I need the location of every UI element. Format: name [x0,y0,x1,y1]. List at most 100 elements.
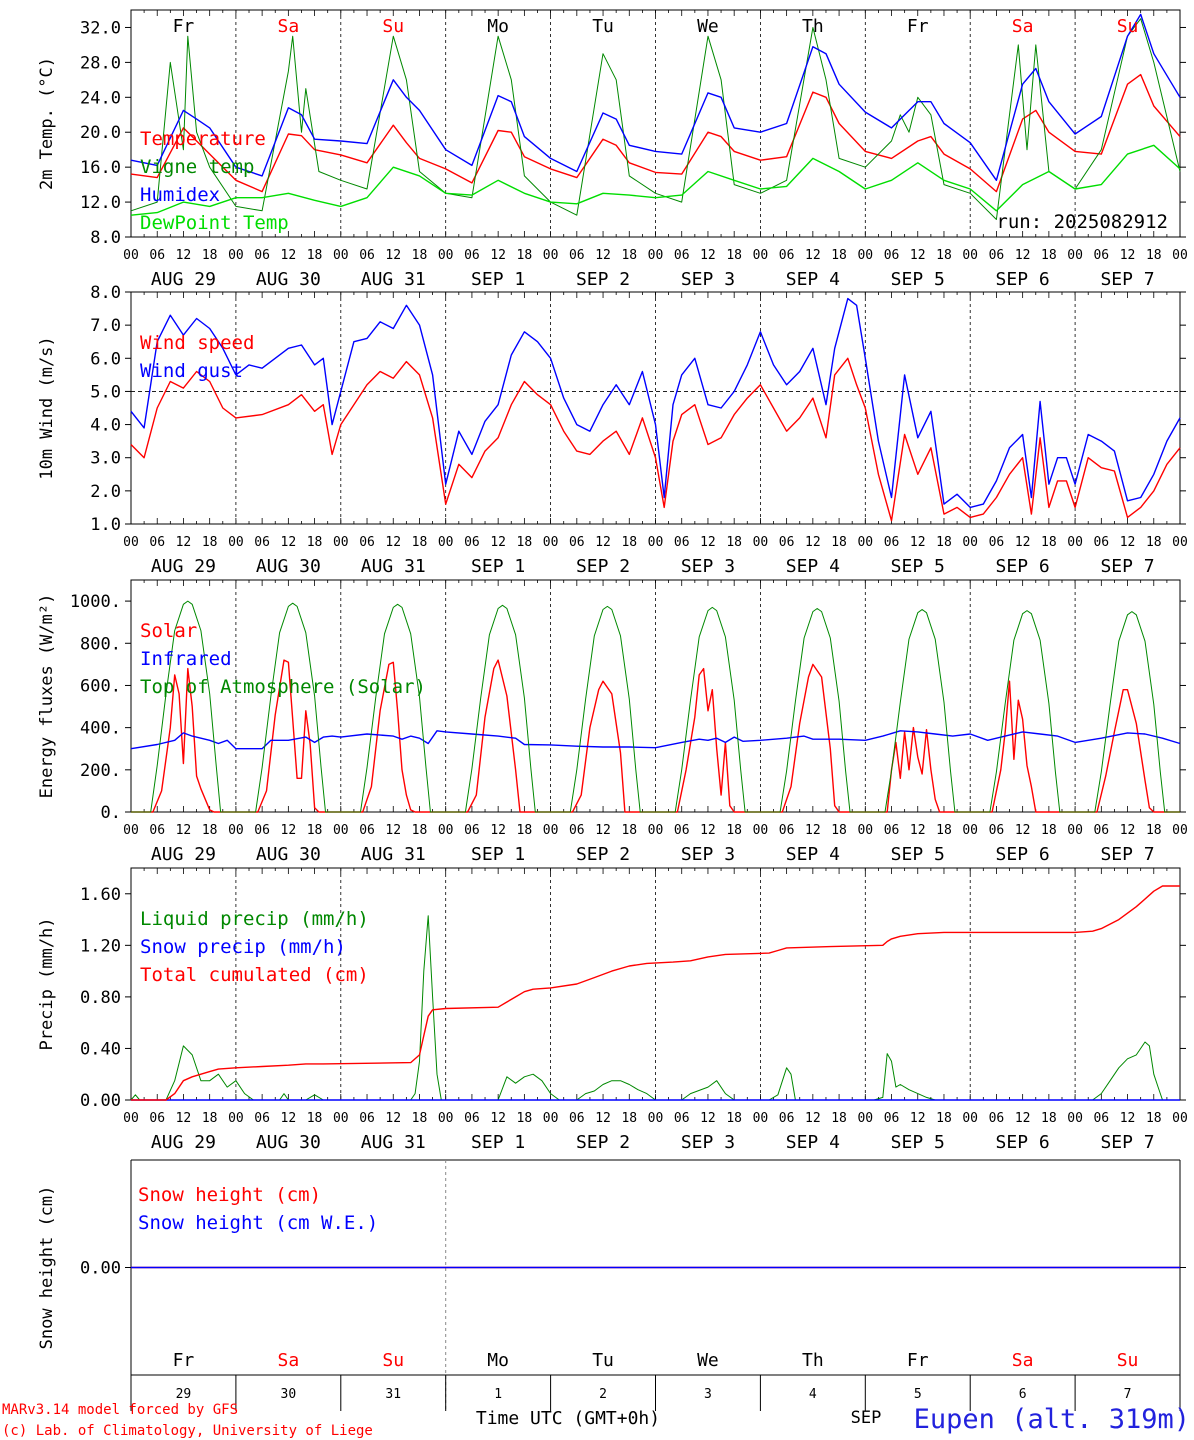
legend-entry: Wind speed [140,332,254,354]
y-tick-label: 1.60 [80,885,121,905]
hour-tick-label: 12 [1120,1111,1136,1126]
day-number-label: 2 [599,1387,607,1402]
date-label: SEP 7 [1100,844,1154,865]
y-tick-label: 0.00 [80,1259,121,1279]
weekday-label: Tu [592,1350,614,1371]
y-tick-label: 7.0 [90,316,121,336]
hour-tick-label: 06 [149,535,165,550]
location-label: Eupen (alt. 319m) [914,1404,1190,1435]
hour-tick-label: 00 [857,248,873,263]
date-label: SEP 6 [996,1132,1050,1153]
hour-tick-label: 12 [805,823,821,838]
hour-tick-label: 18 [517,1111,533,1126]
y-tick-label: 4.0 [90,416,121,436]
hour-tick-label: 06 [884,1111,900,1126]
day-number-label: 6 [1019,1387,1027,1402]
hour-tick-label: 06 [989,248,1005,263]
hour-tick-label: 06 [884,535,900,550]
hour-tick-label: 06 [569,248,585,263]
y-tick-label: 8.0 [90,283,121,303]
date-label: AUG 29 [151,1132,216,1153]
weekday-label: Fr [907,16,929,37]
hour-tick-label: 06 [254,1111,270,1126]
panels: 8.012.016.020.024.028.032.02m Temp. (°C)… [37,9,1188,1411]
weekday-label: Mo [487,16,509,37]
hour-tick-label: 00 [438,248,454,263]
hour-tick-label: 18 [621,535,637,550]
weekday-label: Su [1117,16,1139,37]
hour-tick-label: 00 [228,248,244,263]
y-tick-label: 200. [80,761,121,781]
y-tick-label: 0. [101,803,121,823]
hour-tick-label: 06 [779,1111,795,1126]
hour-tick-label: 00 [228,1111,244,1126]
hour-tick-label: 18 [412,535,428,550]
hour-tick-label: 06 [1093,248,1109,263]
panel-5: 0.00 Snow height (cm) Snow height (cm) Snow… [37,1159,1186,1411]
y-tick-label: 1.20 [80,936,121,956]
hour-tick-label: 18 [517,248,533,263]
hour-tick-label: 06 [884,823,900,838]
series-line [130,357,1181,522]
y-tick-label: 800. [80,634,121,654]
hour-tick-label: 12 [700,1111,716,1126]
hour-tick-label: 18 [307,248,323,263]
hour-tick-label: 12 [805,248,821,263]
hour-tick-label: 00 [123,535,139,550]
legend-entry: Solar [140,620,197,642]
date-label: SEP 3 [681,269,735,290]
hour-tick-label: 12 [385,823,401,838]
hour-tick-label: 06 [1093,823,1109,838]
panel-3: 0. 200. 400. 600. 800. 1000. Energy fluxes (W/… [37,579,1188,865]
hour-tick-label: 00 [333,535,349,550]
hour-tick-label: 12 [281,248,297,263]
date-label: SEP 1 [471,269,525,290]
hour-tick-label: 06 [149,248,165,263]
hour-tick-label: 00 [857,1111,873,1126]
hour-tick-label: 12 [700,535,716,550]
hour-tick-label: 00 [438,535,454,550]
date-label: SEP 6 [996,844,1050,865]
hour-tick-label: 00 [1067,1111,1083,1126]
hour-tick-label: 18 [1041,535,1057,550]
weekday-label: We [697,16,719,37]
date-label: AUG 30 [256,269,321,290]
y-tick-label: 600. [80,676,121,696]
weekday-label: Sa [278,16,300,37]
hour-tick-label: 18 [202,823,218,838]
hour-tick-label: 18 [1146,248,1162,263]
date-label: SEP 2 [576,844,630,865]
day-number-label: 1 [494,1387,502,1402]
y-tick-label: 0.40 [80,1039,121,1059]
date-label: SEP 1 [471,556,525,577]
weekday-label: Th [802,16,824,37]
hour-tick-label: 12 [910,535,926,550]
hour-tick-label: 00 [648,248,664,263]
weekday-label: Fr [173,16,195,37]
hour-tick-label: 12 [595,535,611,550]
hour-tick-label: 18 [202,535,218,550]
hour-tick-label: 00 [543,1111,559,1126]
hour-tick-label: 06 [569,535,585,550]
hour-tick-label: 06 [464,823,480,838]
hour-tick-label: 18 [412,1111,428,1126]
weekday-label: Sa [1012,16,1034,37]
y-tick-label: 400. [80,719,121,739]
hour-tick-label: 00 [1067,535,1083,550]
legend-entry: Infrared [140,648,232,670]
series-line [130,18,1181,220]
date-label: SEP 3 [681,1132,735,1153]
hour-tick-label: 06 [674,248,690,263]
hour-tick-label: 06 [569,1111,585,1126]
hour-tick-label: 12 [805,1111,821,1126]
date-label: SEP 6 [996,269,1050,290]
hour-tick-label: 00 [753,823,769,838]
date-label: AUG 31 [361,269,426,290]
time-axis-title: Time UTC (GMT+0h) [476,1408,660,1429]
hour-tick-label: 06 [149,1111,165,1126]
legend-entry: Temperature [140,128,266,150]
y-tick-label: 2.0 [90,482,121,502]
hour-tick-label: 18 [307,823,323,838]
hour-tick-label: 12 [385,248,401,263]
